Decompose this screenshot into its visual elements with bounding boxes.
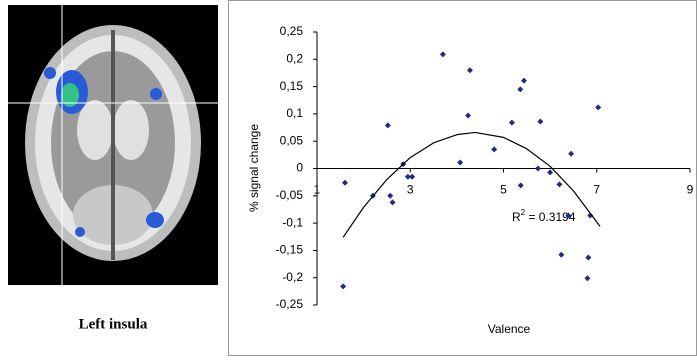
point [568, 151, 574, 157]
point [517, 86, 523, 92]
point [535, 166, 541, 172]
y-tick-label: 0,05 [280, 133, 304, 147]
y-tick-label: 0,1 [286, 106, 303, 120]
point [537, 119, 543, 125]
y-tick-label: 0,2 [286, 51, 303, 65]
x-tick-label: 7 [593, 183, 600, 197]
x-tick-label: 5 [500, 183, 507, 197]
point [465, 113, 471, 119]
point [385, 122, 391, 128]
y-tick-label: 0,15 [280, 79, 304, 93]
point [556, 181, 562, 187]
point [342, 180, 348, 186]
point [457, 159, 463, 165]
point [595, 104, 601, 110]
y-tick-label: -0,15 [276, 243, 304, 257]
point [518, 182, 524, 188]
point [409, 174, 415, 180]
point [440, 51, 446, 57]
point [558, 252, 564, 258]
point [509, 120, 515, 126]
point [585, 254, 591, 260]
point [521, 78, 527, 84]
point [390, 199, 396, 205]
y-tick-label: 0,25 [280, 24, 304, 38]
x-axis-title: Valence [488, 322, 531, 336]
point [491, 146, 497, 152]
x-tick-label: 3 [407, 183, 414, 197]
y-tick-label: -0,25 [276, 297, 304, 311]
y-axis-title: % signal change [247, 124, 261, 212]
point [467, 67, 473, 73]
x-tick-label: 9 [687, 183, 694, 197]
y-tick-label: -0,1 [282, 215, 303, 229]
caption: Left insula [79, 316, 148, 332]
annotation-base: R [512, 210, 521, 224]
point [387, 193, 393, 199]
figure: Left insula % signal change Valence R2 =… [0, 0, 697, 356]
x-tick-label: 1 [314, 183, 321, 197]
y-tick-label: -0,2 [282, 270, 303, 284]
page: {"caption": "Left insula", "chart_data":… [0, 0, 697, 356]
point [340, 283, 346, 289]
point [584, 275, 590, 281]
point [547, 169, 553, 175]
y-tick-label: -0,05 [276, 188, 304, 202]
y-tick-label: 0 [296, 161, 303, 175]
brain-image [8, 5, 218, 285]
